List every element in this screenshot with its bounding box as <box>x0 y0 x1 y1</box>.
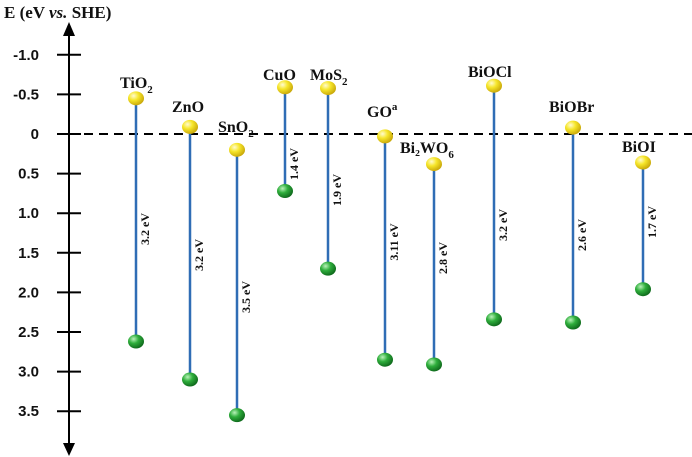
band-gap-label: 3.2 eV <box>192 239 206 271</box>
conduction-band-dot <box>277 80 293 95</box>
y-axis-ticks: -1.0 -0.5 0 0.5 1.0 1.5 2.0 2.5 3.0 3.5 <box>13 47 81 420</box>
y-tick-label: -0.5 <box>13 86 39 103</box>
material-label: GOa <box>367 101 398 121</box>
valence-band-dot <box>128 334 144 349</box>
conduction-band-dot <box>229 142 245 157</box>
conduction-band-dot <box>635 155 651 170</box>
material-band: BiOI 1.7 eV <box>622 139 659 297</box>
conduction-band-dot <box>377 129 393 144</box>
valence-band-dot <box>635 282 651 297</box>
band-gap-label: 1.7 eV <box>645 206 659 238</box>
material-label: BiOBr <box>549 99 594 116</box>
y-tick-label: 0.5 <box>18 166 39 183</box>
conduction-band-dot <box>426 157 442 172</box>
y-tick-label: 2.5 <box>18 324 39 341</box>
band-gap-label: 1.4 eV <box>287 148 301 180</box>
material-band: TiO2 3.2 eV <box>120 75 153 349</box>
valence-band-dot <box>377 352 393 367</box>
material-band: CuO 1.4 eV <box>263 67 301 199</box>
material-bands: TiO2 3.2 eV ZnO 3.2 eV SnO2 3.5 eV CuO 1.4 eV Mo… <box>120 64 659 423</box>
band-gap-label: 1.9 eV <box>330 174 344 206</box>
y-tick-label: 3.5 <box>18 403 39 420</box>
conduction-band-dot <box>320 81 336 96</box>
material-label: ZnO <box>172 99 204 116</box>
material-label: SnO2 <box>218 119 254 140</box>
material-band: BiOBr 2.6 eV <box>549 99 594 330</box>
valence-band-dot <box>277 184 293 199</box>
conduction-band-dot <box>565 120 581 135</box>
material-band: Bi₂WO6 2.8 eV <box>400 140 454 372</box>
y-tick-label: 1.5 <box>18 245 39 262</box>
valence-band-dot <box>486 312 502 327</box>
material-band: ZnO 3.2 eV <box>172 99 206 387</box>
conduction-band-dot <box>128 91 144 106</box>
y-tick-label: -1.0 <box>13 47 39 64</box>
y-tick-label: 1.0 <box>18 205 39 222</box>
conduction-band-dot <box>182 119 198 134</box>
material-label: CuO <box>263 67 296 84</box>
conduction-band-dot <box>486 78 502 93</box>
material-label: Bi₂WO6 <box>400 140 454 161</box>
y-tick-label: 2.0 <box>18 284 39 301</box>
valence-band-dot <box>182 372 198 387</box>
material-label: MoS2 <box>310 67 348 88</box>
material-band: MoS2 1.9 eV <box>310 67 348 276</box>
material-label: BiOCl <box>468 64 512 81</box>
material-band: BiOCl 3.2 eV <box>468 64 512 327</box>
band-gap-label: 3.11 eV <box>387 223 401 261</box>
valence-band-dot <box>565 315 581 330</box>
material-label: TiO2 <box>120 75 153 96</box>
valence-band-dot <box>229 408 245 423</box>
y-axis-bottom-arrow <box>63 443 75 456</box>
band-gap-label: 3.5 eV <box>239 281 253 313</box>
y-axis-title: E (eV vs. SHE) <box>4 3 111 22</box>
band-gap-label: 2.6 eV <box>575 219 589 251</box>
y-axis-top-arrow <box>63 22 75 36</box>
material-band: SnO2 3.5 eV <box>218 119 254 423</box>
y-tick-label: 0 <box>31 126 39 143</box>
valence-band-dot <box>320 261 336 276</box>
valence-band-dot <box>426 357 442 372</box>
material-band: GOa 3.11 eV <box>367 101 401 367</box>
band-gap-label: 2.8 eV <box>436 242 450 274</box>
material-label: BiOI <box>622 139 656 156</box>
band-gap-label: 3.2 eV <box>138 213 152 245</box>
y-tick-label: 3.0 <box>18 364 39 381</box>
band-gap-label: 3.2 eV <box>496 209 510 241</box>
